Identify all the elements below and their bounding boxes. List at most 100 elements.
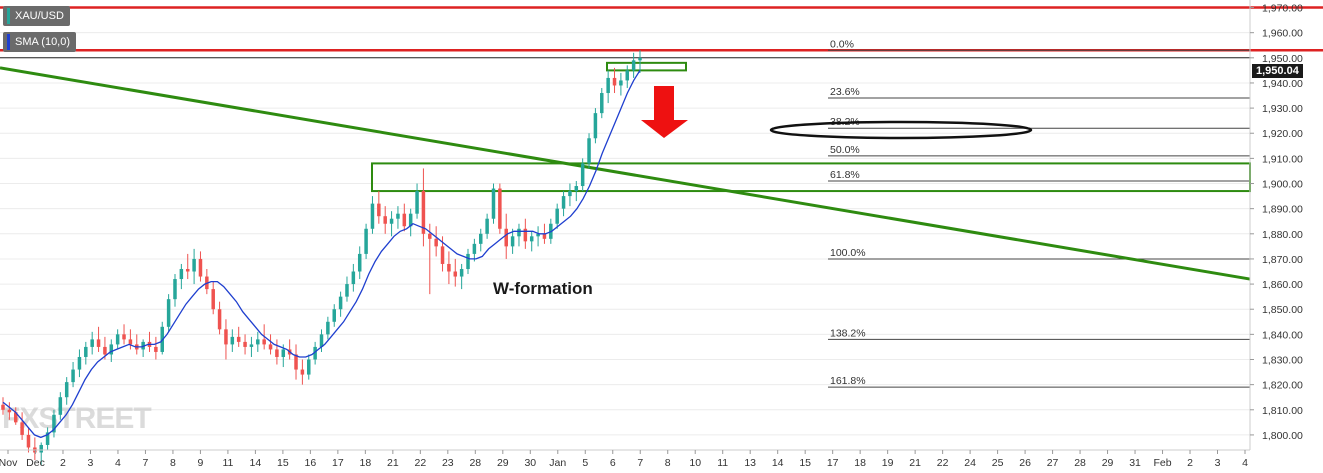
y-tick-label: 1,820.00 — [1262, 380, 1303, 392]
x-tick-label: Jan — [549, 457, 566, 469]
x-tick-label: 8 — [170, 457, 176, 469]
fib-label: 100.0% — [830, 247, 866, 259]
x-tick-label: 2 — [1187, 457, 1193, 469]
candle-body — [230, 336, 235, 345]
candle-body — [185, 268, 190, 272]
candle-body — [45, 432, 50, 445]
candle-body — [434, 238, 438, 247]
candle-body — [103, 346, 107, 355]
candle-body — [517, 228, 521, 237]
candle-body — [192, 258, 196, 272]
w-formation-label: W-formation — [493, 279, 593, 298]
trendline — [0, 66, 1251, 281]
candle-body — [364, 228, 368, 254]
y-tick-label: 1,810.00 — [1262, 405, 1303, 417]
candle-body — [90, 339, 94, 347]
x-tick-label: 21 — [909, 457, 921, 469]
fib-label: 0.0% — [830, 38, 854, 50]
candle-body — [313, 346, 317, 360]
y-tick-label: 1,870.00 — [1262, 254, 1303, 266]
candle-body — [71, 369, 75, 383]
x-axis: Nov Dec 2 3 4 7 8 9 11 14 15 16 17 18 21 22 23 28 29 30 Jan 5… — [0, 449, 1250, 469]
candle-body — [52, 414, 56, 433]
x-tick-label: 11 — [222, 457, 233, 469]
candle-body — [338, 296, 343, 310]
y-tick-label: 1,890.00 — [1262, 204, 1303, 216]
candle-body — [326, 321, 330, 335]
candle-body — [453, 271, 458, 277]
candle-body — [224, 329, 228, 345]
legend-indicator[interactable]: SMA (10,0) — [3, 32, 77, 52]
candle-body — [115, 334, 120, 345]
candle-body — [440, 246, 445, 264]
top-zone-box — [606, 61, 687, 72]
x-tick-label: Feb — [1153, 457, 1171, 469]
candle-body — [268, 344, 273, 350]
candle-body — [600, 93, 604, 114]
candle-body — [351, 271, 356, 285]
x-tick-label: 19 — [882, 457, 894, 469]
candle-body — [568, 191, 572, 197]
candle-body — [428, 233, 432, 239]
y-tick-label: 1,910.00 — [1262, 153, 1303, 165]
fib-label: 138.2% — [830, 327, 866, 339]
y-tick-label: 1,970.00 — [1262, 3, 1303, 15]
candle-body — [20, 422, 24, 435]
y-tick-label: 1,900.00 — [1262, 179, 1303, 191]
x-tick-label: 25 — [992, 457, 1004, 469]
y-tick-label: 1,830.00 — [1262, 354, 1303, 366]
candle-body — [58, 397, 63, 415]
symbol-color-mark — [7, 8, 10, 24]
sma-line — [2, 70, 641, 439]
candle-body — [593, 113, 598, 139]
candle-body — [377, 203, 381, 217]
y-axis: 1,970.00 1,960.00 1,950.00 1,940.00 1,930.00… — [1249, 0, 1303, 450]
y-tick-label: 1,860.00 — [1262, 279, 1303, 291]
x-tick-label: 22 — [414, 457, 426, 469]
x-tick-label: 4 — [115, 457, 121, 469]
candle-body — [198, 258, 203, 277]
candle-body — [77, 356, 82, 370]
x-tick-label: 17 — [332, 457, 344, 469]
x-tick-label: 28 — [469, 457, 481, 469]
x-tick-label: 28 — [1074, 457, 1086, 469]
candle-body — [294, 354, 298, 370]
candle-body — [281, 349, 286, 357]
candle-body — [606, 77, 610, 94]
x-tick-label: 22 — [937, 457, 949, 469]
descending-trendline — [0, 66, 1251, 281]
candle-body — [249, 344, 254, 347]
x-tick-label: 17 — [827, 457, 839, 469]
x-tick-label: 14 — [250, 457, 262, 469]
candle-body — [332, 309, 336, 322]
x-tick-label: 9 — [198, 457, 204, 469]
candle-body — [96, 339, 101, 347]
candle-body — [510, 236, 515, 247]
candle-body — [396, 213, 400, 219]
indicator-color-mark — [7, 34, 10, 50]
y-tick-label: 1,840.00 — [1262, 329, 1303, 341]
x-tick-label: 15 — [277, 457, 289, 469]
candle-body — [370, 203, 375, 229]
x-tick-label: 26 — [1019, 457, 1031, 469]
x-tick-label: 10 — [689, 457, 701, 469]
plot-background — [0, 0, 1250, 450]
candle-body — [612, 77, 617, 86]
candle-body — [300, 369, 305, 375]
candle-body — [504, 228, 508, 247]
candle-body — [256, 339, 260, 345]
candle-body — [7, 409, 12, 413]
y-tick-label: 1,920.00 — [1262, 128, 1303, 140]
candle-body — [402, 213, 407, 227]
candle-body — [555, 208, 559, 224]
candle-body — [179, 268, 184, 280]
x-tick-label: Dec — [26, 457, 45, 469]
legend-symbol[interactable]: XAU/USD — [3, 6, 70, 26]
candle-body — [383, 216, 387, 224]
x-tick-label: 30 — [524, 457, 536, 469]
x-tick-label: 7 — [637, 457, 643, 469]
candle-body — [275, 349, 279, 357]
fib-label: 161.8% — [830, 375, 866, 387]
x-tick-label: 15 — [799, 457, 811, 469]
